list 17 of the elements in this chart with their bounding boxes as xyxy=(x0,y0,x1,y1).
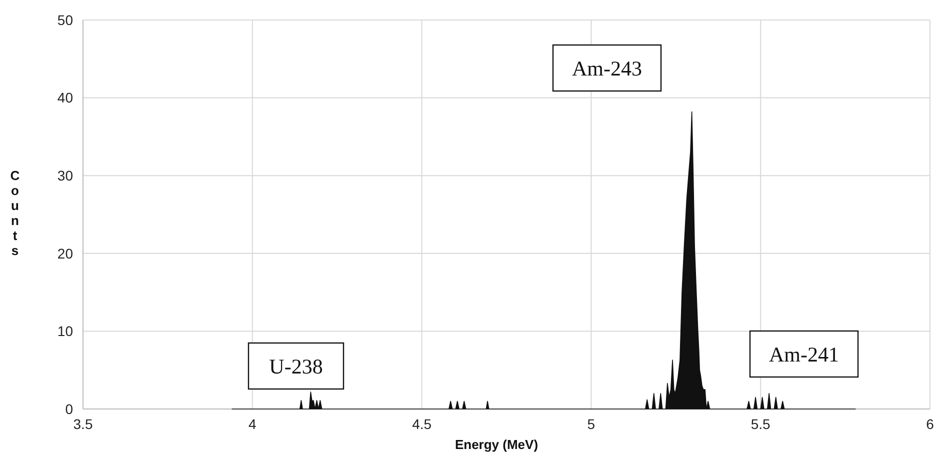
annotation: Am-241 xyxy=(769,342,839,366)
x-tick-label: 5 xyxy=(587,416,596,432)
y-tick-label: 40 xyxy=(57,90,74,106)
annotation: U-238 xyxy=(269,354,323,378)
x-tick-label: 6 xyxy=(926,416,934,432)
x-axis-title: Energy (MeV) xyxy=(454,437,538,452)
x-tick-label: 5.5 xyxy=(750,416,771,432)
x-tick-label: 4.5 xyxy=(412,416,432,432)
x-tick-label: 3.5 xyxy=(73,416,93,432)
y-tick-label: 10 xyxy=(57,323,74,340)
y-axis-title: Counts xyxy=(10,168,20,258)
y-tick-label: 50 xyxy=(57,12,74,28)
annotation: Am-243 xyxy=(572,56,642,80)
y-tick-label: 0 xyxy=(65,400,74,417)
y-tick-label: 20 xyxy=(57,245,74,262)
y-tick-label: 30 xyxy=(57,168,74,184)
x-tick-label: 4 xyxy=(248,416,256,432)
